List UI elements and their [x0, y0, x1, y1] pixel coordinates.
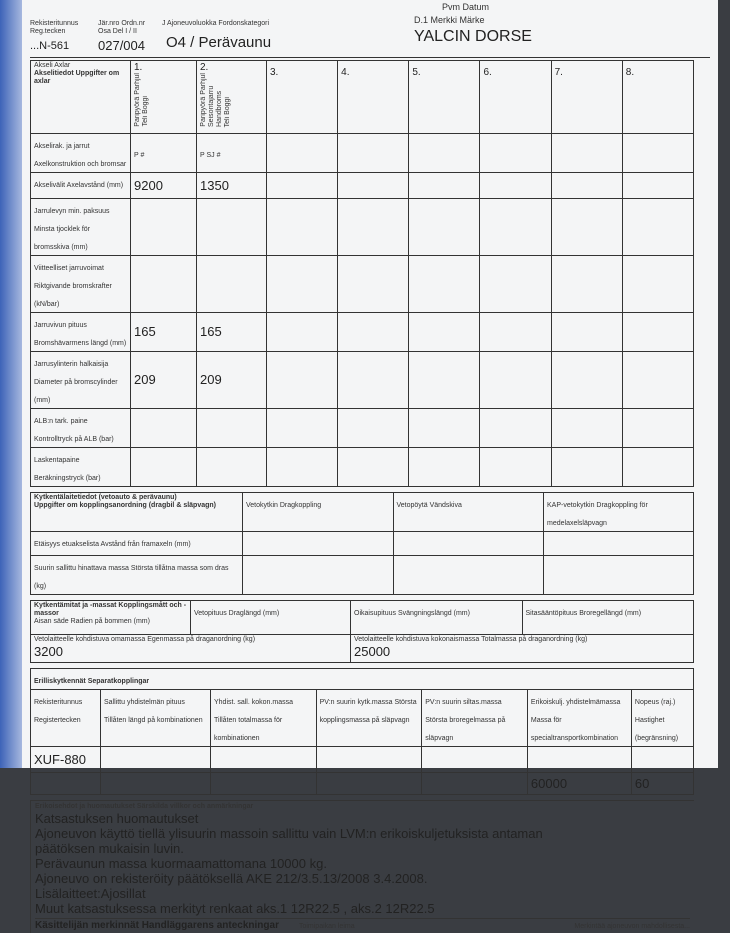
- sub-label: Seisontajarru Handbroms: [208, 85, 223, 127]
- remarks-section: Erikoisehdot ja huomautukset Särskilda v…: [30, 800, 694, 933]
- reg-label: Rekisteritunnus Reg.tecken: [30, 20, 79, 35]
- axle-row: Jarrulevyn min. paksuus Minsta tjocklek …: [30, 198, 695, 256]
- own-mass-value: 3200: [34, 644, 63, 659]
- dims-title: Kytkentämitat ja -massat Kopplingsmått o…: [34, 602, 187, 617]
- coupling-title-sv: Uppgifter om kopplingsanordning (dragbil…: [34, 502, 216, 509]
- axle-row: Akselivälit Axelavstånd (mm) 9200 1350: [30, 172, 695, 199]
- sub-label: Paripyörä Parhjul: [134, 73, 141, 127]
- towable-mass-label: Suurin sallittu hinattava massa Största …: [34, 565, 229, 590]
- remarks-footer: Käsittelijän merkinnät Handläggarens ant…: [35, 918, 690, 931]
- sub-label: Teli Boggi: [142, 96, 149, 127]
- row-label: ALB:n tark. paine Kontrolltryck på ALB (…: [34, 418, 114, 443]
- axle1-value: 209: [134, 372, 156, 387]
- sep-col: Sallittu yhdistelmän pituus Tillåten län…: [104, 699, 203, 724]
- axle1-value: 165: [134, 324, 156, 339]
- separate-title: Erilliskytkennät Separatkopplingar: [34, 678, 150, 685]
- sep-col: PV:n suurin siltas.massa Största brorege…: [425, 699, 506, 742]
- distance-label: Etäisyys etuakselista Avstånd från frama…: [34, 541, 191, 548]
- dims-col: Vetopituus Draglängd (mm): [194, 610, 280, 617]
- total-mass-label: Vetolaitteelle kohdistuva kokonaismassa …: [354, 636, 588, 643]
- axle-row: Akselirak. ja jarrut Axelkonstruktion oc…: [30, 133, 695, 173]
- sep-col: Rekisteritunnus Registertecken: [34, 699, 83, 724]
- make-label: D.1 Merkki Märke: [414, 15, 485, 25]
- coupling-col: Vetokytkin Dragkoppling: [246, 502, 322, 509]
- remarks-title: Erikoisehdot ja huomautukset Särskilda v…: [35, 803, 254, 810]
- row-label: Jarruvivun pituus Bromshävarmens längd (…: [34, 322, 127, 347]
- dims-col: Sitasääntöpituus Broregellängd (mm): [525, 610, 642, 617]
- sep-col: Yhdist. sall. kokon.massa Tillåten total…: [214, 699, 293, 742]
- coupling-col: KAP-vetokytkin Dragkoppling för medelaxe…: [547, 502, 648, 527]
- sep-col: PV:n suurin kytk.massa Största kopplings…: [319, 699, 417, 724]
- row-label: Laskentapaine Beräkningstryck (bar): [34, 457, 101, 482]
- axle-col-4: 4.: [341, 67, 350, 78]
- axle-row: Jarrusylinterin halkaisija Diameter på b…: [30, 351, 695, 409]
- dims-col: Oikaisupituus Svängningslängd (mm): [354, 610, 470, 617]
- dimensions-table: Kytkentämitat ja -massat Kopplingsmått o…: [30, 600, 694, 663]
- axle-row: Jarruvivun pituus Bromshävarmens längd (…: [30, 312, 695, 352]
- coupling-title: Kytkentälaitetiedot (vetoauto & perävaun…: [34, 494, 177, 501]
- serial-label: Jär.nro Ordn.nr Osa Del I / II: [98, 20, 146, 35]
- own-mass-label: Vetolaitteelle kohdistuva omamassa Egenm…: [34, 636, 256, 643]
- make-value: YALCIN DORSE: [414, 28, 532, 45]
- axle-info-label: Akselitiedot Uppgifter om axlar: [34, 70, 120, 85]
- axle-table: Akseli Axlar Akselitiedot Uppgifter om ax…: [30, 60, 695, 487]
- row-label: Jarrusylinterin halkaisija Diameter på b…: [34, 361, 118, 404]
- axle-col-3: 3.: [270, 67, 279, 78]
- axle-col-8: 8.: [625, 67, 635, 78]
- special-mass-value: 60000: [530, 776, 568, 791]
- sep-col: Erikoiskulj. yhdistelmämassa Massa för s…: [530, 699, 621, 742]
- sep-reg-value: XUF-880: [34, 751, 87, 767]
- remark-line: Lisälaitteet:Ajosillat: [35, 886, 146, 901]
- axle-label: Akseli Axlar: [34, 62, 71, 69]
- coupling-table: Kytkentälaitetiedot (vetoauto & perävaun…: [30, 492, 694, 595]
- date-label: Pvm Datum: [442, 2, 490, 12]
- coupling-col: Vetopöytä Vändskiva: [396, 502, 462, 509]
- axle2-value: 165: [200, 324, 222, 339]
- remark-line: Perävaunun massa kuormaamattomana 10000 …: [35, 856, 327, 871]
- category-label: J Ajoneuvoluokka Fordonskategori: [162, 20, 270, 27]
- row-label: Akselirak. ja jarrut Axelkonstruktion oc…: [34, 143, 127, 168]
- axle2-value: 1350: [200, 177, 229, 193]
- axle-row: Viitteelliset jarruvoimat Riktgivande br…: [30, 255, 695, 313]
- axle1-value: 9200: [134, 177, 163, 193]
- remark-line: Ajoneuvon käyttö tiellä ylisuurin massoi…: [35, 826, 543, 841]
- row-label: Akselivälit Axelavstånd (mm): [34, 182, 124, 189]
- separate-couplings-table: Erilliskytkennät Separatkopplingar Rekis…: [30, 668, 695, 795]
- sub-label: Paripyörä Parhjul: [200, 73, 207, 127]
- axle-col-1: 1.: [134, 62, 143, 73]
- axle1-value: P #: [134, 152, 145, 159]
- axle2-value: P SJ #: [200, 152, 221, 159]
- axle-row: Laskentapaine Beräkningstryck (bar): [30, 447, 695, 487]
- axle-col-6: 6.: [483, 67, 492, 78]
- handler-notes-label: Käsittelijän merkinnät Handläggarens ant…: [35, 920, 279, 931]
- speed-value: 60: [634, 776, 650, 791]
- sep-col: Nopeus (raj.) Hastighet (begränsning): [634, 699, 679, 742]
- remark-line: päätöksen mukaisin luvin.: [35, 841, 184, 856]
- remark-line: Muut katsastuksessa merkityt renkaat aks…: [35, 901, 435, 916]
- row-label: Jarrulevyn min. paksuus Minsta tjocklek …: [34, 208, 110, 251]
- row-label: Viitteelliset jarruvoimat Riktgivande br…: [34, 265, 112, 308]
- registration-document: Pvm Datum Rekisteritunnus Reg.tecken ...…: [22, 0, 718, 933]
- footer-note: Merkintää ajoneuvon mahdollisesta...: [574, 923, 690, 930]
- stamp-label: Toimipaikan leima: [298, 923, 355, 930]
- reg-value: ...N-561: [30, 40, 70, 52]
- remark-line: Katsastuksen huomautukset: [35, 811, 199, 826]
- document-header: Pvm Datum Rekisteritunnus Reg.tecken ...…: [30, 0, 710, 58]
- axle-col-2: 2.: [200, 62, 209, 73]
- axle-col-7: 7.: [554, 67, 563, 78]
- dims-col: Aisan säde Radien på bommen (mm): [34, 618, 150, 625]
- category-value: O4 / Perävaunu: [166, 34, 272, 51]
- sub-label: Teli Boggi: [224, 96, 231, 127]
- serial-value: 027/004: [98, 38, 145, 53]
- remark-line: Ajoneuvo on rekisteröity päätöksellä AKE…: [35, 871, 428, 886]
- axle-row: ALB:n tark. paine Kontrolltryck på ALB (…: [30, 408, 695, 448]
- axle2-value: 209: [200, 372, 222, 387]
- axle-col-5: 5.: [412, 67, 421, 78]
- total-mass-value: 25000: [354, 644, 391, 659]
